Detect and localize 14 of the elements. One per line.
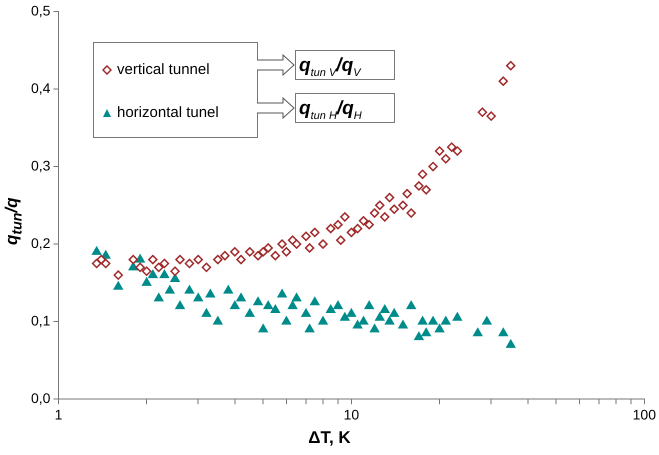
legend-label: horizontal tunel xyxy=(117,104,219,121)
annotation: q$_{tun H}$/q$_{H}$ xyxy=(295,93,395,123)
y-tick-label: 0,5 xyxy=(30,2,51,18)
y-tick-label: 0,1 xyxy=(30,312,51,328)
y-tick-label: 0,4 xyxy=(30,80,51,96)
legend-label: vertical tunnel xyxy=(117,61,210,78)
annotation: q$_{tun V}$/q$_{V}$ xyxy=(295,50,395,80)
x-tick-label: 10 xyxy=(344,406,360,422)
x-axis-title: ΔT, K xyxy=(307,428,352,448)
y-tick-label: 0,0 xyxy=(30,390,51,406)
x-tick-label: 1 xyxy=(54,406,63,422)
y-tick-label: 0,2 xyxy=(30,234,51,251)
y-tick-label: 0,3 xyxy=(30,157,51,174)
x-tick-label: 100 xyxy=(632,406,656,422)
